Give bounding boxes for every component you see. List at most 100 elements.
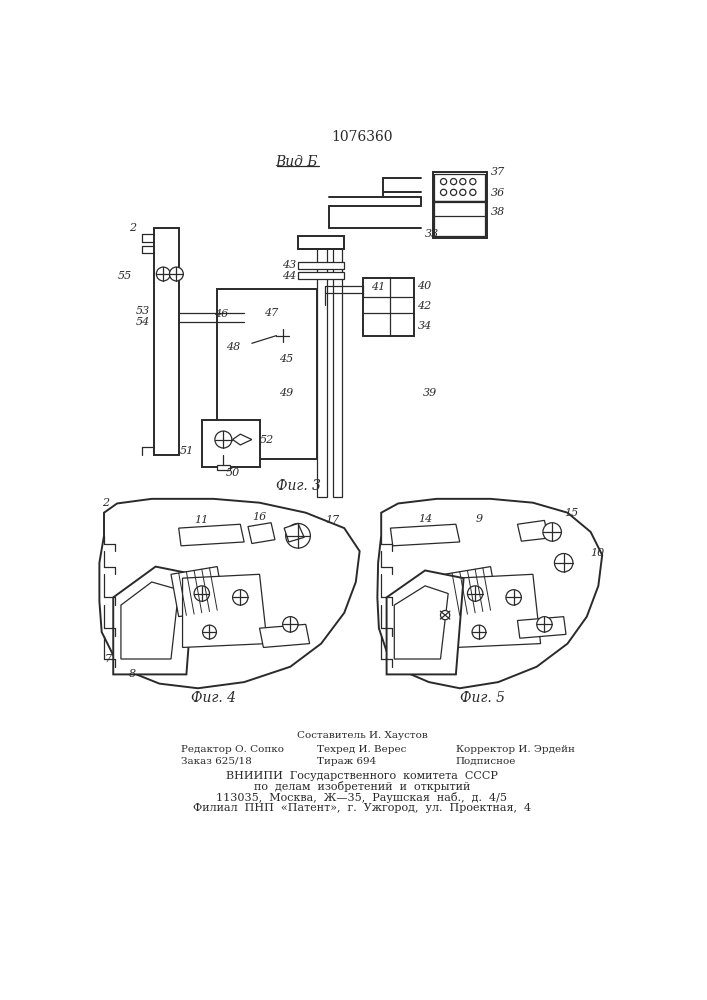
Circle shape [276,329,288,342]
Text: 54: 54 [136,317,150,327]
Polygon shape [264,316,291,332]
Bar [363,278,414,336]
Bar [217,465,230,470]
Polygon shape [182,574,267,647]
Text: 14: 14 [418,514,432,524]
Bar [433,172,486,238]
Polygon shape [284,523,304,542]
Circle shape [440,189,447,195]
Text: 11: 11 [194,515,209,525]
Text: 49: 49 [279,388,293,398]
Circle shape [467,586,483,601]
Circle shape [450,179,457,185]
Text: 1076360: 1076360 [331,130,392,144]
Text: Вид Б: Вид Б [275,155,317,169]
Text: 55: 55 [118,271,132,281]
Circle shape [506,590,521,605]
Polygon shape [113,567,194,674]
Text: 50: 50 [226,468,240,478]
Circle shape [170,267,183,281]
Bar [154,228,179,455]
Polygon shape [518,617,566,638]
Polygon shape [233,434,252,445]
Bar [317,235,327,497]
Circle shape [194,586,209,601]
Text: 41: 41 [371,282,385,292]
Text: Составитель И. Хаустов: Составитель И. Хаустов [296,732,427,740]
Polygon shape [378,499,602,688]
Circle shape [554,554,573,572]
Polygon shape [518,520,549,541]
Text: 42: 42 [417,301,432,311]
Text: 17: 17 [325,515,340,525]
Text: 44: 44 [282,271,296,281]
Circle shape [156,267,170,281]
Text: 8: 8 [129,669,136,679]
Text: 34: 34 [417,321,432,331]
Text: 15: 15 [564,508,578,518]
Polygon shape [100,499,360,688]
Text: Заказ 625/18: Заказ 625/18 [181,757,252,766]
Bar [298,262,344,269]
Circle shape [472,625,486,639]
Text: 38: 38 [491,207,505,217]
Circle shape [537,617,552,632]
Text: Фиг. 5: Фиг. 5 [460,690,506,704]
Polygon shape [387,570,464,674]
Circle shape [469,189,476,195]
Text: 2: 2 [129,223,136,233]
Text: 40: 40 [417,281,432,291]
Polygon shape [390,524,460,546]
Polygon shape [248,523,275,544]
Circle shape [469,179,476,185]
Text: ВНИИПИ  Государственного  комитета  СССР: ВНИИПИ Государственного комитета СССР [226,771,498,781]
Circle shape [460,189,466,195]
Polygon shape [456,574,541,647]
Polygon shape [121,582,179,659]
Text: 51: 51 [180,446,194,456]
Text: 53: 53 [136,306,150,316]
Text: по  делам  изобретений  и  открытий: по делам изобретений и открытий [254,781,470,792]
Text: 39: 39 [423,388,437,398]
Polygon shape [444,567,498,617]
Text: Корректор И. Эрдейн: Корректор И. Эрдейн [456,745,575,754]
Polygon shape [171,567,225,617]
Bar [434,174,485,201]
Text: 37: 37 [491,167,505,177]
Text: Фиг. 4: Фиг. 4 [191,690,236,704]
Text: 47: 47 [264,308,279,318]
Text: Тираж 694: Тираж 694 [317,757,377,766]
Polygon shape [264,334,304,370]
Circle shape [233,590,248,605]
Polygon shape [259,624,310,647]
Circle shape [543,523,561,541]
Text: 43: 43 [282,260,296,270]
Bar [333,235,342,497]
Bar [298,235,344,249]
Text: 45: 45 [279,354,293,364]
Bar [201,420,259,466]
Text: 46: 46 [214,309,229,319]
Text: Подписное: Подписное [456,757,516,766]
Circle shape [460,179,466,185]
Text: 10: 10 [590,548,605,558]
Text: Редактор О. Сопко: Редактор О. Сопко [181,745,284,754]
Polygon shape [395,586,448,659]
Polygon shape [179,524,244,546]
Text: 52: 52 [259,435,274,445]
Text: 9: 9 [475,514,483,524]
Circle shape [440,610,450,620]
Text: Фиг. 3: Фиг. 3 [276,479,320,493]
Polygon shape [233,311,275,334]
Text: 48: 48 [226,342,240,352]
Text: 7: 7 [105,654,112,664]
Text: 33: 33 [425,229,439,239]
Text: 2: 2 [102,498,109,508]
Bar [217,289,317,459]
Text: 113035,  Москва,  Ж—35,  Раушская  наб.,  д.  4/5: 113035, Москва, Ж—35, Раушская наб., д. … [216,792,508,803]
Circle shape [215,431,232,448]
Bar [434,202,485,236]
Text: Филиал  ПНП  «Патент»,  г.  Ужгород,  ул.  Проектная,  4: Филиал ПНП «Патент», г. Ужгород, ул. Про… [193,803,531,813]
Circle shape [286,523,310,548]
Text: Техред И. Верес: Техред И. Верес [317,745,407,754]
